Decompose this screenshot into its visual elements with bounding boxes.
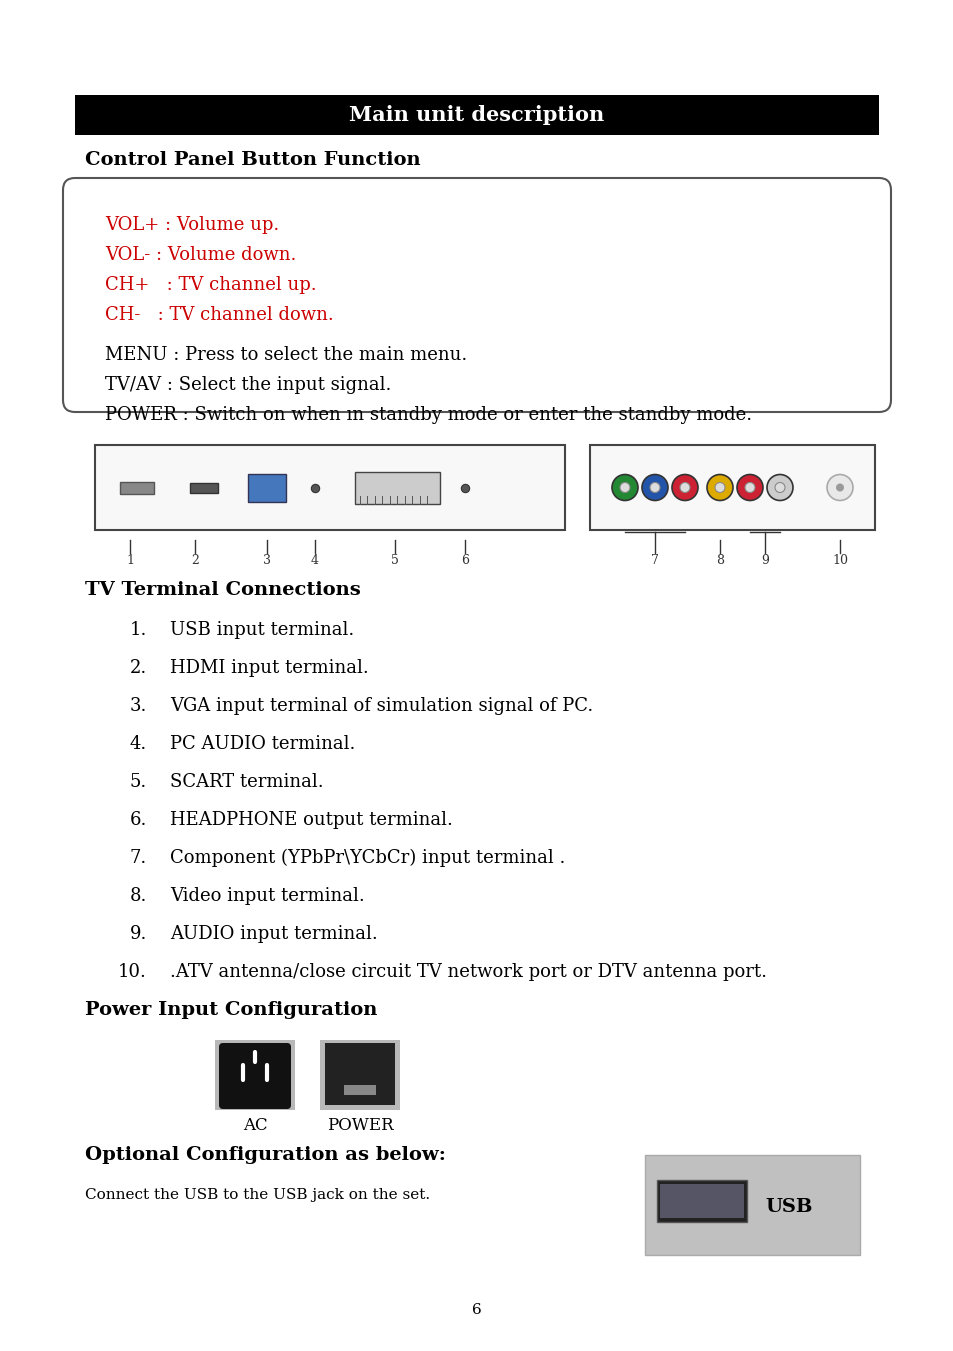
Text: CH+   : TV channel up.: CH+ : TV channel up. (105, 276, 316, 295)
Text: USB input terminal.: USB input terminal. (170, 621, 354, 639)
Text: 2: 2 (191, 554, 199, 566)
Bar (190, 482, 218, 493)
Circle shape (774, 482, 784, 493)
Text: Video input terminal.: Video input terminal. (170, 888, 364, 905)
Circle shape (737, 474, 762, 500)
FancyBboxPatch shape (219, 1043, 291, 1109)
Text: POWER : Switch on when ın standby mode or enter the standby mode.: POWER : Switch on when ın standby mode o… (105, 407, 751, 424)
Text: 3.: 3. (130, 697, 147, 715)
Circle shape (671, 474, 698, 500)
Text: MENU : Press to select the main menu.: MENU : Press to select the main menu. (105, 346, 467, 363)
Bar (75, 95, 878, 135)
Circle shape (714, 482, 724, 493)
Text: 8.: 8. (130, 888, 147, 905)
Text: VOL+ : Volume up.: VOL+ : Volume up. (105, 216, 279, 234)
Text: 7: 7 (650, 554, 659, 566)
Text: 5.: 5. (130, 773, 147, 790)
Circle shape (612, 474, 638, 500)
Text: AUDIO input terminal.: AUDIO input terminal. (170, 925, 377, 943)
Text: .ATV antenna/close circuit TV network port or DTV antenna port.: .ATV antenna/close circuit TV network po… (170, 963, 766, 981)
Bar (344, 1085, 375, 1096)
Bar (95, 444, 564, 530)
Text: 1.: 1. (130, 621, 147, 639)
Text: TV Terminal Connections: TV Terminal Connections (85, 581, 360, 598)
Text: PC AUDIO terminal.: PC AUDIO terminal. (170, 735, 355, 753)
Circle shape (679, 482, 689, 493)
FancyBboxPatch shape (63, 178, 890, 412)
Text: 10.: 10. (118, 963, 147, 981)
Circle shape (641, 474, 667, 500)
Text: 5: 5 (391, 554, 398, 566)
Text: TV/AV : Select the input signal.: TV/AV : Select the input signal. (105, 376, 391, 394)
Text: 3: 3 (263, 554, 271, 566)
Circle shape (706, 474, 732, 500)
Text: HDMI input terminal.: HDMI input terminal. (170, 659, 369, 677)
Bar (657, 1179, 746, 1223)
Text: 7.: 7. (130, 848, 147, 867)
Text: CH-   : TV channel down.: CH- : TV channel down. (105, 305, 334, 324)
Bar (214, 1040, 294, 1111)
Text: SCART terminal.: SCART terminal. (170, 773, 323, 790)
Text: AC: AC (242, 1116, 267, 1133)
Text: 4.: 4. (130, 735, 147, 753)
Text: POWER: POWER (326, 1116, 393, 1133)
Text: 1: 1 (126, 554, 133, 566)
Text: Control Panel Button Function: Control Panel Button Function (85, 151, 420, 169)
Text: Main unit description: Main unit description (349, 105, 604, 126)
Bar (355, 471, 439, 504)
Circle shape (766, 474, 792, 500)
Text: 2.: 2. (130, 659, 147, 677)
Bar (589, 444, 874, 530)
Text: Power Input Configuration: Power Input Configuration (85, 1001, 377, 1019)
Circle shape (826, 474, 852, 500)
Circle shape (744, 482, 754, 493)
Text: 8: 8 (716, 554, 723, 566)
Text: Connect the USB to the USB jack on the set.: Connect the USB to the USB jack on the s… (85, 1188, 430, 1202)
Bar (248, 473, 286, 501)
Bar (659, 1183, 743, 1219)
Text: USB: USB (764, 1198, 812, 1216)
Text: 10: 10 (831, 554, 847, 566)
Text: HEADPHONE output terminal.: HEADPHONE output terminal. (170, 811, 453, 830)
Text: 4: 4 (311, 554, 318, 566)
Text: 6.: 6. (130, 811, 147, 830)
Bar (325, 1043, 395, 1105)
Bar (319, 1040, 399, 1111)
Text: 6: 6 (460, 554, 469, 566)
Text: 6: 6 (472, 1302, 481, 1317)
Bar (120, 481, 153, 493)
Text: Optional Configuration as below:: Optional Configuration as below: (85, 1146, 445, 1165)
Text: Component (YPbPr\YCbCr) input terminal .: Component (YPbPr\YCbCr) input terminal . (170, 848, 565, 867)
Circle shape (619, 482, 629, 493)
Circle shape (649, 482, 659, 493)
Text: 9: 9 (760, 554, 768, 566)
Text: VOL- : Volume down.: VOL- : Volume down. (105, 246, 296, 263)
Circle shape (835, 484, 843, 492)
Bar (644, 1155, 859, 1255)
Text: VGA input terminal of simulation signal of PC.: VGA input terminal of simulation signal … (170, 697, 593, 715)
Text: 9.: 9. (130, 925, 147, 943)
